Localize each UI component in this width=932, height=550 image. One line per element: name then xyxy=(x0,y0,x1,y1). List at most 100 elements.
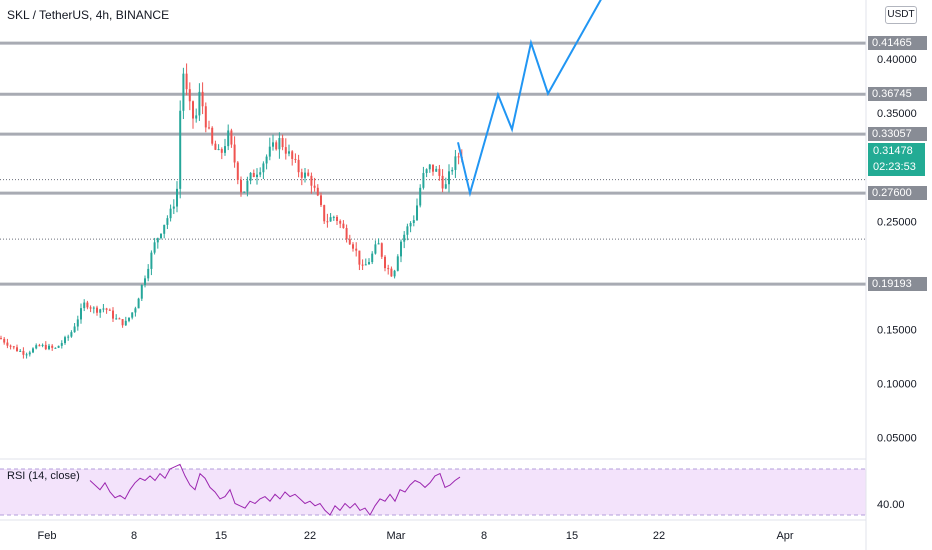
candle-body xyxy=(25,354,28,356)
candle-body xyxy=(230,130,233,145)
candle-body xyxy=(444,184,447,189)
candle-body xyxy=(89,307,92,309)
candle-body xyxy=(201,91,204,107)
candle-body xyxy=(192,101,194,119)
candle-body xyxy=(147,268,150,279)
candle-body xyxy=(380,243,383,257)
candle-body xyxy=(345,228,348,240)
candle-body xyxy=(57,345,60,348)
candle-body xyxy=(227,130,230,147)
rsi-indicator-label[interactable]: RSI (14, close) xyxy=(7,470,80,482)
candle-body xyxy=(454,156,457,170)
candle-body xyxy=(83,302,86,309)
candle-body xyxy=(300,172,303,178)
candle-body xyxy=(320,195,322,206)
candle-body xyxy=(121,319,124,326)
candle-body xyxy=(307,172,310,176)
x-tick-label: Feb xyxy=(38,530,57,542)
candle-body xyxy=(16,347,18,352)
candle-body xyxy=(70,332,73,337)
candle-body xyxy=(22,350,25,355)
candle-body xyxy=(294,158,297,160)
candle-body xyxy=(249,172,252,181)
candle-body xyxy=(364,264,367,266)
candle-body xyxy=(323,205,326,222)
candle-body xyxy=(140,284,143,299)
candle-body xyxy=(118,318,121,320)
x-tick-label: Mar xyxy=(387,530,406,542)
candle-body xyxy=(339,220,342,224)
candle-body xyxy=(6,342,9,346)
candle-body xyxy=(76,319,79,327)
candle-body xyxy=(371,253,374,263)
candle-body xyxy=(393,270,396,277)
level-price-tag: 0.27600 xyxy=(868,186,927,201)
rsi-band xyxy=(0,469,866,515)
x-tick-label: 15 xyxy=(566,530,578,542)
candle-body xyxy=(288,151,290,154)
candle-body xyxy=(220,149,223,153)
candle-body xyxy=(176,188,178,207)
candle-body xyxy=(169,208,172,219)
candle-body xyxy=(329,217,332,222)
candle-body xyxy=(144,278,146,285)
candle-body xyxy=(12,346,15,348)
x-tick-label: 8 xyxy=(481,530,487,542)
candle-body xyxy=(35,345,38,349)
candle-body xyxy=(60,343,63,346)
x-tick-label: 22 xyxy=(653,530,665,542)
candle-body xyxy=(73,326,76,333)
candle-body xyxy=(195,115,198,119)
candle-body xyxy=(112,310,114,319)
candle-body xyxy=(115,318,118,320)
candle-body xyxy=(313,185,316,188)
candle-body xyxy=(153,242,156,253)
candle-body xyxy=(211,127,214,144)
candle-body xyxy=(256,174,258,177)
candle-body xyxy=(291,151,294,159)
candle-body xyxy=(406,226,409,235)
y-tick-label: 0.05000 xyxy=(877,433,917,445)
candle-body xyxy=(32,348,34,353)
candle-body xyxy=(96,307,98,313)
candle-body xyxy=(384,256,386,269)
candle-body xyxy=(438,168,441,176)
candle-body xyxy=(284,147,287,154)
candle-body xyxy=(67,336,70,338)
candle-body xyxy=(102,308,105,310)
candle-body xyxy=(233,144,236,163)
last-price-tag: 0.31478 02:23:53 xyxy=(868,143,925,176)
candle-body xyxy=(451,169,454,172)
candle-body xyxy=(150,252,153,269)
candle-body xyxy=(432,164,434,172)
candle-body xyxy=(419,187,422,206)
currency-badge[interactable]: USDT xyxy=(885,6,917,24)
candle-body xyxy=(3,338,6,343)
candle-body xyxy=(134,308,137,313)
x-tick-label: Apr xyxy=(776,530,793,542)
candle-body xyxy=(304,172,306,178)
candle-body xyxy=(99,309,102,313)
x-tick-label: 15 xyxy=(215,530,227,542)
candle-body xyxy=(124,320,127,326)
candle-body xyxy=(448,171,450,185)
candle-body xyxy=(236,162,239,180)
candle-body xyxy=(9,345,12,347)
candle-body xyxy=(204,106,207,128)
candle-body xyxy=(297,159,300,173)
candle-body xyxy=(188,89,191,102)
candle-body xyxy=(387,268,390,270)
candle-body xyxy=(457,156,460,158)
candle-body xyxy=(156,238,159,243)
candle-body xyxy=(128,317,130,321)
candle-body xyxy=(332,216,335,218)
candle-body xyxy=(54,347,57,349)
last-price-countdown: 02:23:53 xyxy=(873,161,916,173)
candle-body xyxy=(272,142,274,147)
candle-body xyxy=(179,110,182,189)
level-price-tag: 0.36745 xyxy=(868,87,927,102)
candle-body xyxy=(316,187,319,196)
candle-body xyxy=(44,344,47,350)
candle-body xyxy=(400,241,402,257)
